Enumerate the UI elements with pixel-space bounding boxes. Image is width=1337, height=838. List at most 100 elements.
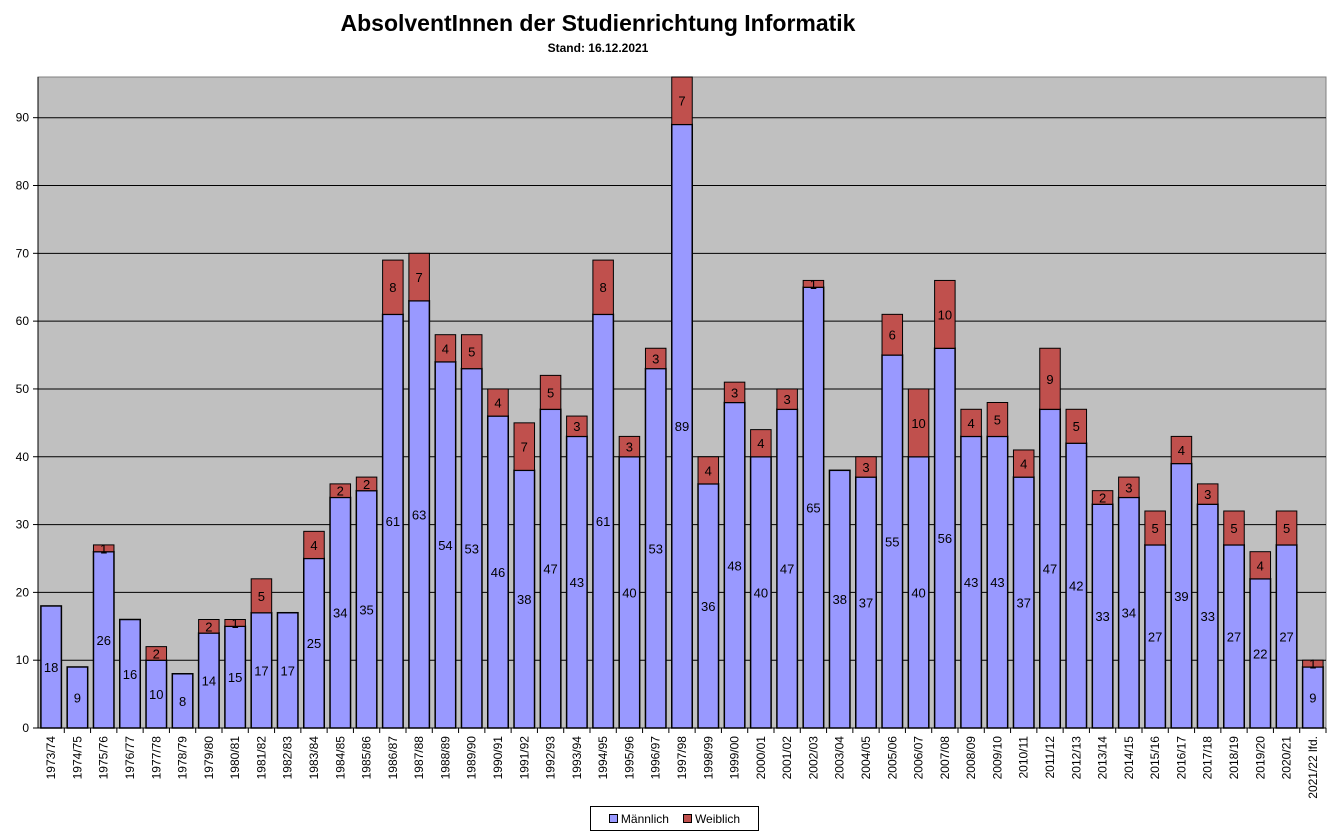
data-label-weiblich: 4 bbox=[705, 463, 712, 478]
legend-label-maennlich: Männlich bbox=[620, 811, 669, 826]
bar-weiblich bbox=[986, 402, 1009, 437]
data-label-maennlich: 42 bbox=[1069, 579, 1083, 594]
data-label-maennlich: 65 bbox=[806, 501, 820, 516]
legend-swatch-weiblich bbox=[682, 814, 692, 823]
data-label-maennlich: 61 bbox=[596, 514, 610, 529]
bar-weiblich bbox=[1091, 490, 1114, 505]
bar-weiblich bbox=[644, 347, 667, 370]
data-label-weiblich: 5 bbox=[468, 345, 475, 360]
bar-weiblich bbox=[355, 476, 378, 492]
data-label-weiblich: 3 bbox=[1125, 480, 1132, 495]
bar-weiblich bbox=[303, 530, 325, 559]
chart-subtitle: Stand: 16.12.2021 bbox=[547, 41, 649, 55]
bar-weiblich bbox=[329, 483, 352, 498]
x-tick-label: 1995/96 bbox=[622, 736, 636, 780]
data-label-weiblich: 5 bbox=[1073, 419, 1080, 434]
x-tick-label: 2007/08 bbox=[938, 736, 952, 780]
data-label-maennlich: 61 bbox=[386, 514, 400, 529]
bar-weiblich bbox=[513, 422, 536, 471]
data-label-weiblich: 2 bbox=[337, 484, 344, 499]
y-tick-label: 0 bbox=[22, 721, 29, 735]
data-label-weiblich: 4 bbox=[1257, 558, 1264, 573]
data-label-maennlich: 26 bbox=[96, 633, 110, 648]
data-label-weiblich: 3 bbox=[626, 440, 633, 455]
data-label-maennlich: 27 bbox=[1148, 629, 1162, 644]
data-label-weiblich: 10 bbox=[911, 416, 925, 431]
y-tick-label: 10 bbox=[16, 653, 30, 667]
legend-swatch-maennlich bbox=[608, 814, 618, 823]
x-tick-label: 1984/85 bbox=[333, 736, 347, 780]
x-tick-label: 1999/00 bbox=[728, 736, 742, 780]
data-label-maennlich: 48 bbox=[727, 558, 741, 573]
data-label-maennlich: 9 bbox=[74, 690, 81, 705]
x-tick-label: 1977/78 bbox=[149, 736, 163, 780]
bar-weiblich bbox=[1118, 476, 1140, 498]
data-label-weiblich: 4 bbox=[968, 416, 975, 431]
data-label-maennlich: 35 bbox=[359, 602, 373, 617]
bar-maennlich bbox=[171, 673, 194, 729]
x-tick-label: 1992/93 bbox=[544, 736, 558, 780]
y-tick-label: 40 bbox=[16, 450, 30, 464]
x-tick-label: 1990/91 bbox=[491, 736, 505, 780]
bar-weiblich bbox=[1170, 435, 1193, 465]
data-label-maennlich: 37 bbox=[1016, 596, 1030, 611]
x-tick-label: 2002/03 bbox=[806, 736, 820, 780]
x-tick-label: 2018/19 bbox=[1227, 736, 1241, 780]
x-tick-label: 2020/21 bbox=[1280, 736, 1294, 780]
x-tick-label: 1986/87 bbox=[386, 736, 400, 780]
data-label-maennlich: 89 bbox=[675, 419, 689, 434]
x-tick-label: 1973/74 bbox=[44, 736, 58, 780]
x-tick-label: 1980/81 bbox=[228, 736, 242, 780]
data-label-weiblich: 1 bbox=[1309, 657, 1316, 672]
bar-weiblich bbox=[881, 313, 904, 356]
data-label-weiblich: 7 bbox=[678, 94, 685, 109]
bar-weiblich bbox=[697, 456, 720, 485]
data-label-weiblich: 2 bbox=[153, 646, 160, 661]
data-label-maennlich: 16 bbox=[123, 667, 137, 682]
x-tick-label: 2001/02 bbox=[780, 736, 794, 780]
data-label-weiblich: 3 bbox=[862, 460, 869, 475]
y-tick-label: 50 bbox=[16, 382, 30, 396]
bar-weiblich bbox=[539, 374, 562, 410]
x-tick-label: 1987/88 bbox=[412, 736, 426, 780]
data-label-weiblich: 7 bbox=[521, 440, 528, 455]
x-tick-label: 1983/84 bbox=[307, 736, 321, 780]
data-label-weiblich: 4 bbox=[442, 341, 449, 356]
data-label-weiblich: 4 bbox=[757, 436, 764, 451]
x-tick-label: 1975/76 bbox=[97, 736, 111, 780]
data-label-weiblich: 3 bbox=[784, 392, 791, 407]
x-tick-label: 1979/80 bbox=[202, 736, 216, 780]
data-label-weiblich: 4 bbox=[310, 538, 317, 553]
bar-weiblich bbox=[1144, 510, 1166, 546]
data-label-maennlich: 38 bbox=[832, 592, 846, 607]
x-tick-label: 1981/82 bbox=[254, 736, 268, 780]
data-label-maennlich: 27 bbox=[1227, 629, 1241, 644]
data-label-weiblich: 7 bbox=[416, 270, 423, 285]
data-label-maennlich: 25 bbox=[307, 636, 321, 651]
data-label-maennlich: 22 bbox=[1253, 646, 1267, 661]
data-label-maennlich: 8 bbox=[179, 694, 186, 709]
bar-weiblich bbox=[250, 578, 273, 614]
x-tick-label: 1994/95 bbox=[596, 736, 610, 780]
y-tick-label: 90 bbox=[16, 111, 30, 125]
data-label-maennlich: 38 bbox=[517, 592, 531, 607]
x-tick-label: 2021/22 lfd. bbox=[1306, 736, 1320, 799]
x-tick-label: 1988/89 bbox=[438, 736, 452, 780]
data-label-weiblich: 1 bbox=[232, 616, 239, 631]
data-label-maennlich: 10 bbox=[149, 687, 163, 702]
x-tick-label: 2000/01 bbox=[754, 736, 768, 780]
bar-maennlich bbox=[828, 469, 851, 729]
data-label-maennlich: 27 bbox=[1279, 629, 1293, 644]
data-label-weiblich: 2 bbox=[1099, 490, 1106, 505]
y-tick-label: 60 bbox=[16, 314, 30, 328]
bar-weiblich bbox=[802, 279, 825, 288]
data-label-weiblich: 8 bbox=[389, 280, 396, 295]
x-tick-label: 2019/20 bbox=[1253, 736, 1267, 780]
bar-weiblich bbox=[487, 388, 509, 417]
data-label-weiblich: 5 bbox=[994, 412, 1001, 427]
bar-weiblich bbox=[723, 381, 746, 403]
data-label-weiblich: 4 bbox=[1020, 457, 1027, 472]
bar-weiblich bbox=[224, 619, 246, 627]
x-tick-label: 1991/92 bbox=[517, 736, 531, 780]
x-tick-label: 2011/12 bbox=[1043, 736, 1057, 779]
